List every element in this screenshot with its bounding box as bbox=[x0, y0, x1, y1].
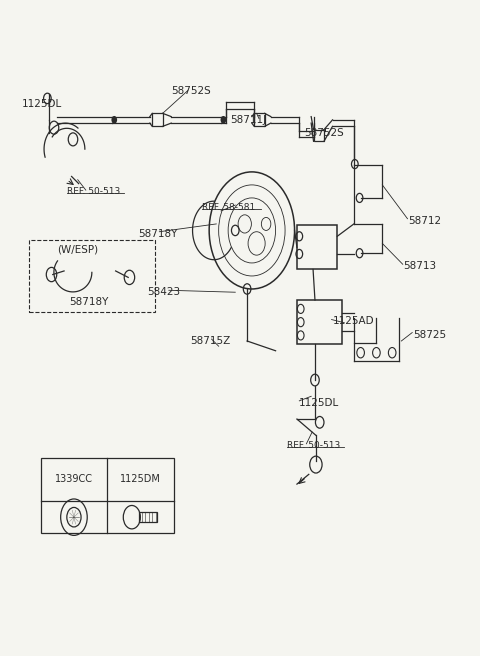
Text: REF. 58-581: REF. 58-581 bbox=[202, 203, 255, 211]
Text: 58713: 58713 bbox=[404, 261, 437, 271]
Text: REF. 50-513: REF. 50-513 bbox=[288, 441, 341, 449]
Text: 58712: 58712 bbox=[408, 216, 442, 226]
Text: 58718Y: 58718Y bbox=[69, 297, 108, 307]
Text: (W/ESP): (W/ESP) bbox=[57, 245, 98, 255]
Text: 1125AD: 1125AD bbox=[333, 316, 374, 327]
Text: 58711J: 58711J bbox=[230, 115, 266, 125]
Text: 1125DL: 1125DL bbox=[22, 98, 62, 109]
Text: REF. 50-513: REF. 50-513 bbox=[67, 187, 120, 196]
Text: 58752S: 58752S bbox=[171, 85, 211, 96]
Text: 1339CC: 1339CC bbox=[55, 474, 93, 484]
Text: 58423: 58423 bbox=[147, 287, 180, 297]
Text: 1125DM: 1125DM bbox=[120, 474, 161, 484]
Text: 58715Z: 58715Z bbox=[190, 336, 230, 346]
Circle shape bbox=[220, 116, 226, 124]
Text: 58725: 58725 bbox=[413, 329, 446, 340]
Text: 58718Y: 58718Y bbox=[138, 229, 178, 239]
Text: 1125DL: 1125DL bbox=[300, 398, 339, 408]
Text: 58752S: 58752S bbox=[304, 128, 344, 138]
Circle shape bbox=[111, 116, 117, 124]
